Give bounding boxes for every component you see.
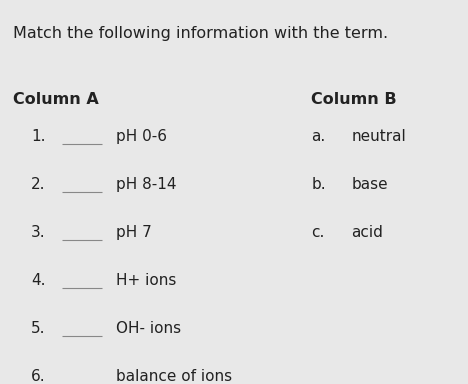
Text: 6.: 6.	[31, 369, 46, 384]
Text: Column B: Column B	[311, 92, 397, 107]
Text: pH 0-6: pH 0-6	[116, 129, 167, 144]
Text: 1.: 1.	[31, 129, 45, 144]
Text: Column A: Column A	[14, 92, 99, 107]
Text: pH 8-14: pH 8-14	[116, 177, 176, 192]
Text: b.: b.	[311, 177, 326, 192]
Text: H+ ions: H+ ions	[116, 273, 176, 288]
Text: base: base	[351, 177, 388, 192]
Text: 5.: 5.	[31, 321, 45, 336]
Text: neutral: neutral	[351, 129, 406, 144]
Text: acid: acid	[351, 225, 383, 240]
Text: 4.: 4.	[31, 273, 45, 288]
Text: balance of ions: balance of ions	[116, 369, 232, 384]
Text: 3.: 3.	[31, 225, 46, 240]
Text: pH 7: pH 7	[116, 225, 151, 240]
Text: OH- ions: OH- ions	[116, 321, 181, 336]
Text: 2.: 2.	[31, 177, 45, 192]
Text: Match the following information with the term.: Match the following information with the…	[14, 26, 388, 41]
Text: a.: a.	[311, 129, 326, 144]
Text: c.: c.	[311, 225, 325, 240]
